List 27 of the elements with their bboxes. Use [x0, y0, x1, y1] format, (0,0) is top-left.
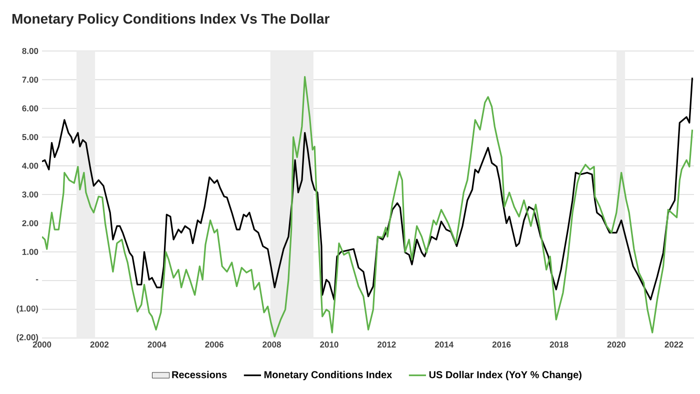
y-tick-label: 4.00 [22, 162, 38, 169]
legend-label: US Dollar Index (YoY % Change) [429, 370, 582, 380]
y-tick-label: 3.00 [22, 191, 38, 198]
legend-label: Recessions [172, 370, 227, 378]
y-tick-label: 6.00 [22, 105, 38, 112]
chart-title: Monetary Policy Conditions Index Vs The Dollar [12, 13, 330, 27]
x-tick-label: 2006 [205, 342, 224, 348]
legend-label: Monetary Conditions Index [264, 370, 392, 380]
x-tick-label: 2012 [378, 342, 396, 348]
x-tick-label: 2002 [90, 342, 109, 348]
y-tick-label: - [36, 279, 38, 280]
y-tick-label: 8.00 [22, 48, 38, 54]
y-tick-label: (2.00) [16, 334, 38, 342]
x-tick-label: 2008 [262, 342, 281, 348]
x-tick-label: 2016 [492, 342, 511, 348]
x-tick-label: 2010 [320, 342, 338, 348]
x-tick-label: 2000 [32, 342, 52, 348]
y-tick-label: 2.00 [22, 220, 38, 226]
y-tick-label: 7.00 [22, 76, 38, 83]
x-tick-label: 2022 [664, 342, 684, 348]
x-tick-label: 2020 [607, 342, 626, 348]
x-tick-label: 2004 [148, 342, 166, 348]
x-tick-label: 2014 [434, 342, 454, 348]
x-tick-label: 2018 [550, 342, 568, 348]
y-tick-label: 1.00 [22, 248, 38, 255]
y-tick-label: (1.00) [16, 305, 38, 314]
y-tick-label: 5.00 [22, 134, 38, 140]
